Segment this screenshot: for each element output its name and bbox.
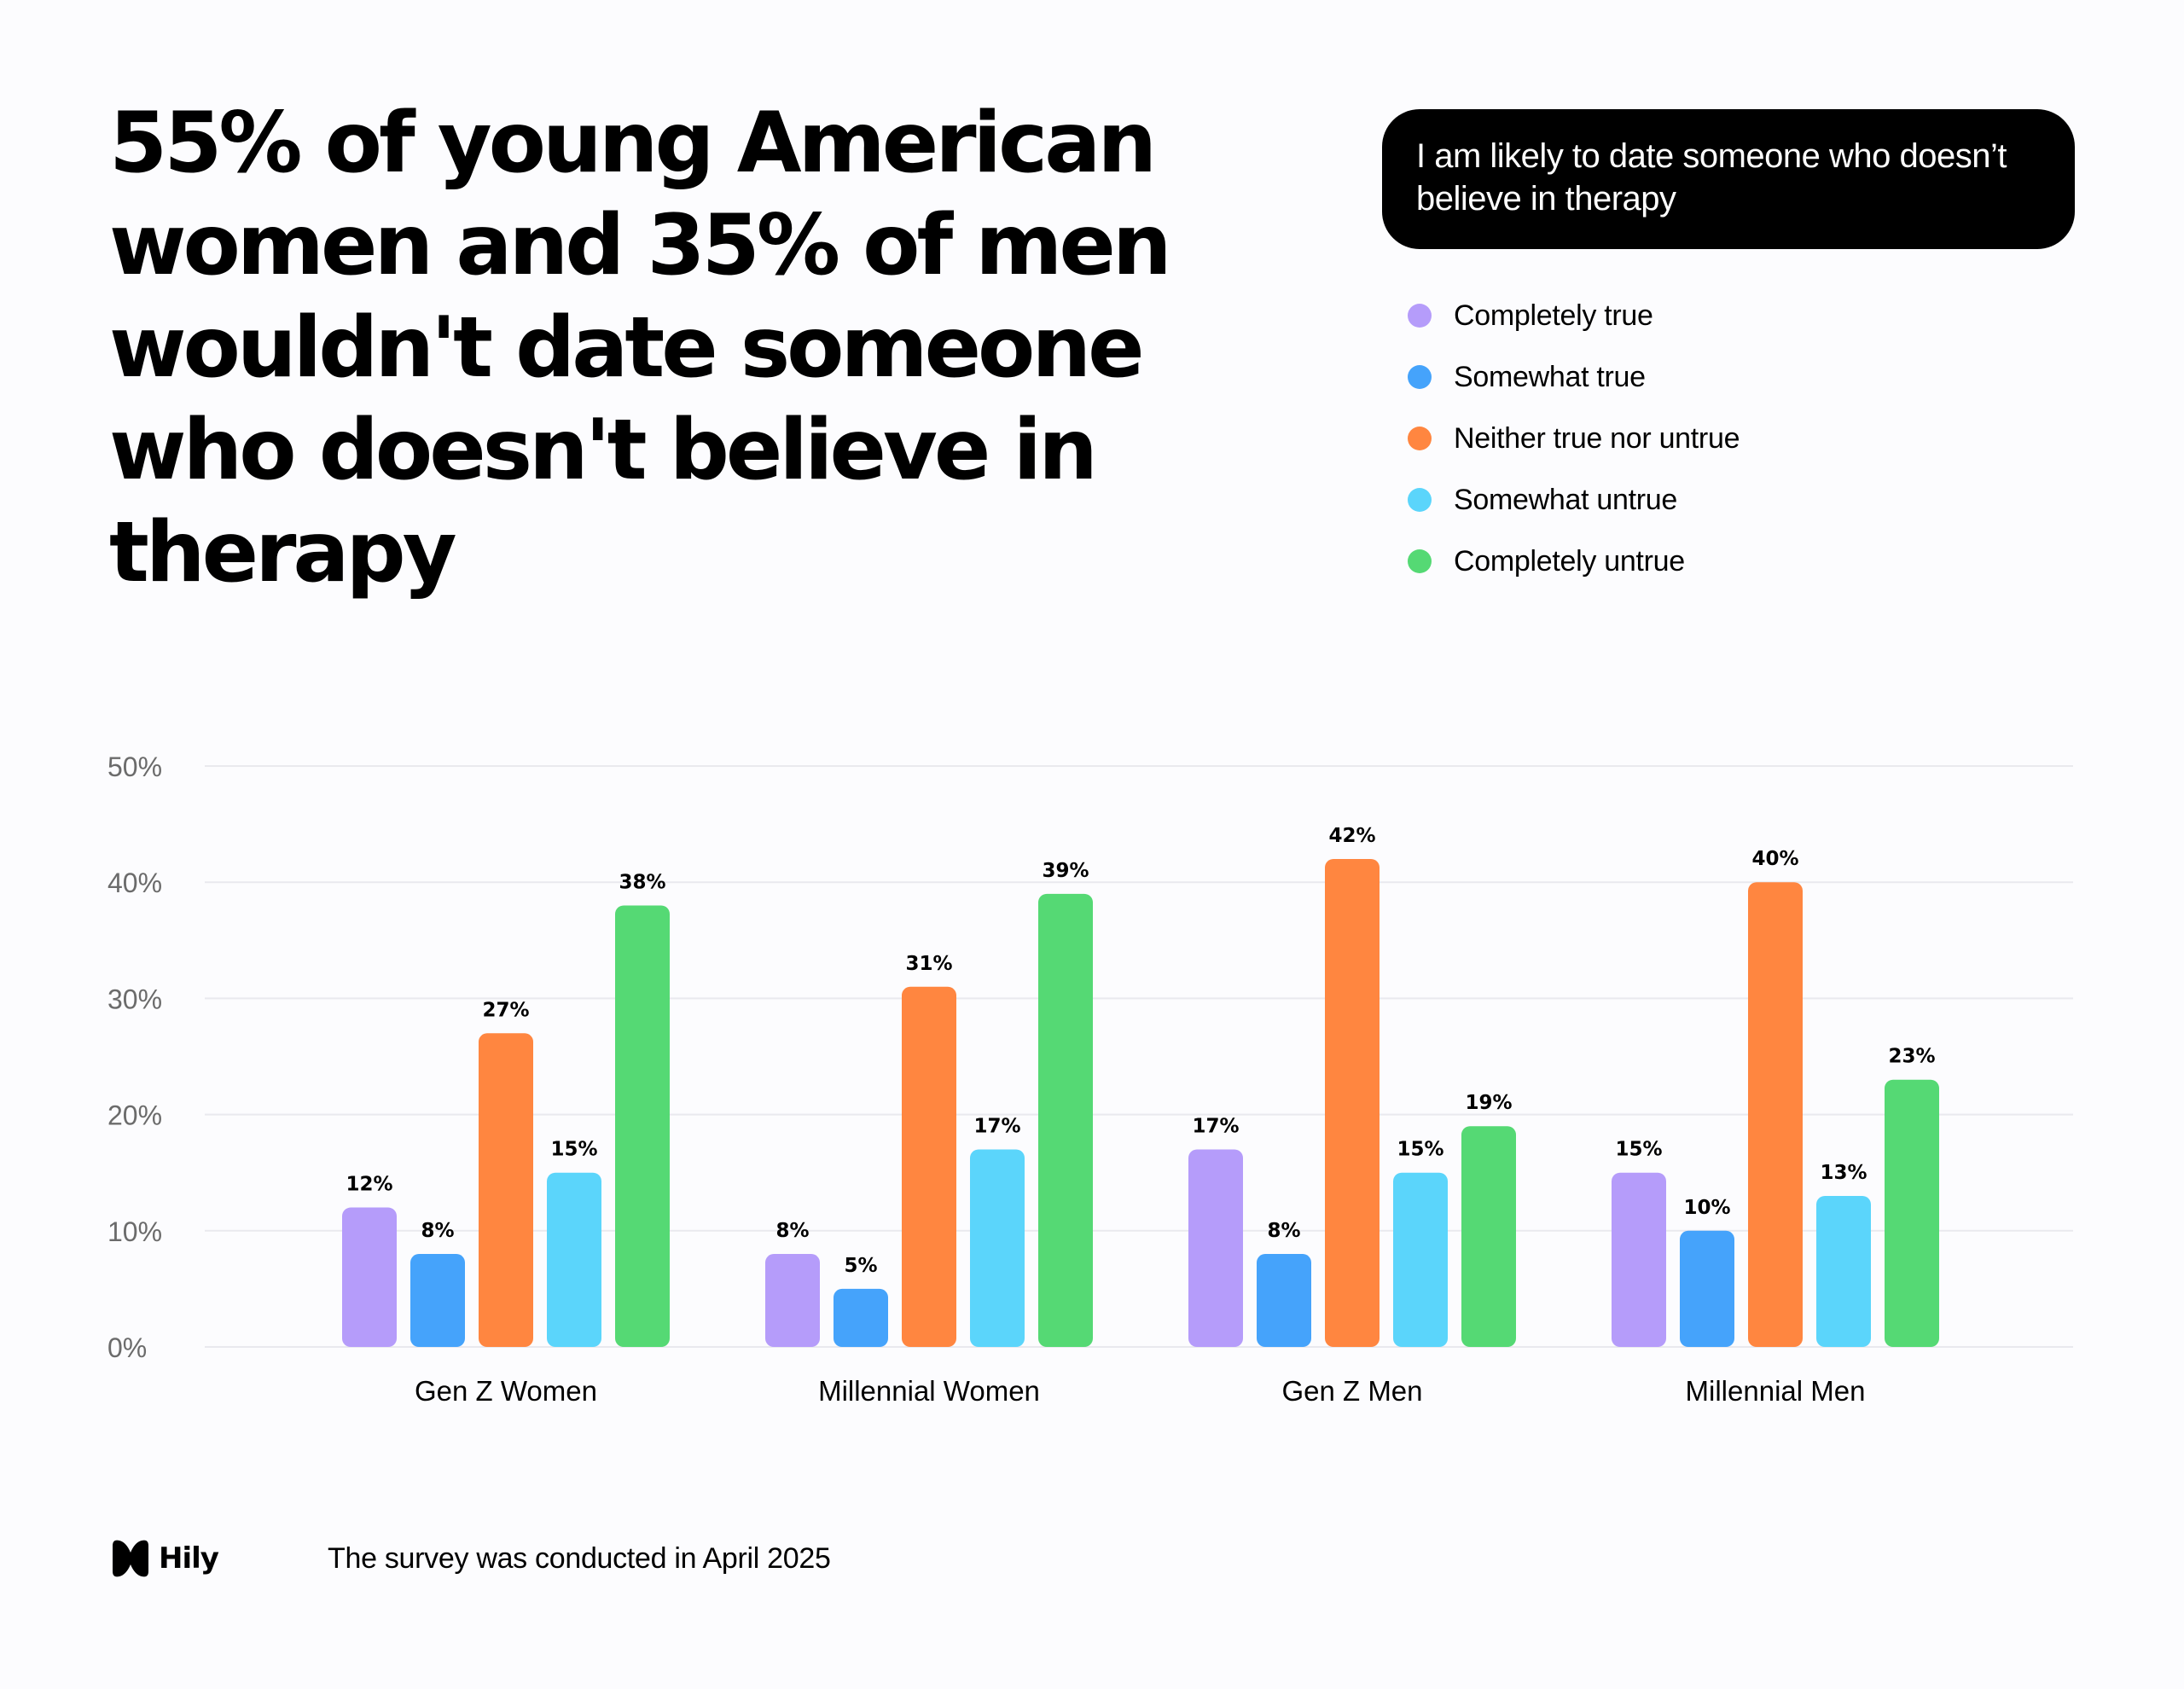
legend-label: Somewhat true: [1454, 360, 1646, 393]
data-label: 40%: [1751, 848, 1798, 870]
data-label: 15%: [1397, 1139, 1443, 1161]
legend-swatch: [1408, 549, 1432, 573]
data-label: 8%: [775, 1220, 809, 1242]
x-category-label: Millennial Men: [1686, 1375, 1866, 1407]
data-label: 15%: [550, 1139, 597, 1161]
data-label: 13%: [1820, 1162, 1867, 1184]
y-tick-label: 0%: [107, 1332, 147, 1363]
bar: [1612, 1172, 1666, 1347]
chart-question-box: I am likely to date someone who doesn’t …: [1382, 109, 2075, 249]
legend-item: Neither true nor untrue: [1408, 408, 1740, 469]
bar: [547, 1172, 601, 1347]
hily-logo-icon: [113, 1540, 148, 1577]
bar: [834, 1288, 888, 1347]
data-label: 42%: [1328, 825, 1375, 847]
legend-label: Completely untrue: [1454, 544, 1685, 578]
data-label: 8%: [421, 1220, 454, 1242]
y-tick-label: 40%: [107, 868, 162, 898]
bar: [342, 1207, 397, 1347]
y-tick-label: 10%: [107, 1216, 162, 1247]
data-label: 12%: [346, 1174, 392, 1196]
bar: [1188, 1149, 1243, 1347]
bar: [902, 986, 956, 1347]
legend-item: Completely true: [1408, 285, 1740, 346]
bar: [410, 1254, 465, 1347]
bar: [1257, 1254, 1311, 1347]
bar: [479, 1033, 533, 1347]
legend: Completely true Somewhat true Neither true…: [1408, 285, 1740, 592]
data-label: 23%: [1888, 1046, 1935, 1068]
y-tick-label: 20%: [107, 1100, 162, 1131]
legend-label: Completely true: [1454, 299, 1653, 332]
data-label: 39%: [1042, 860, 1089, 882]
legend-label: Somewhat untrue: [1454, 483, 1677, 516]
bar: [1325, 858, 1380, 1347]
bar: [1038, 893, 1093, 1347]
bar: [615, 905, 670, 1347]
data-label: 27%: [482, 999, 529, 1021]
legend-swatch: [1408, 488, 1432, 512]
data-label: 10%: [1683, 1197, 1730, 1219]
headline: 55% of young American women and 35% of m…: [109, 95, 1172, 601]
legend-item: Somewhat true: [1408, 346, 1740, 408]
data-label: 15%: [1615, 1139, 1662, 1161]
y-tick-label: 50%: [107, 752, 162, 782]
legend-label: Neither true nor untrue: [1454, 421, 1740, 455]
bar-chart: 0% 10% 20% 30% 40% 50% 12% 8% 27% 15% 38% Gen Z Wom…: [107, 752, 2073, 1407]
y-tick-label: 30%: [107, 984, 162, 1014]
x-category-label: Gen Z Men: [1281, 1375, 1422, 1407]
data-label: 17%: [1192, 1115, 1239, 1137]
bar: [970, 1149, 1025, 1347]
bar: [1461, 1126, 1516, 1347]
data-label: 38%: [619, 871, 665, 893]
bar: [765, 1254, 820, 1347]
legend-swatch: [1408, 365, 1432, 389]
legend-item: Somewhat untrue: [1408, 469, 1740, 531]
brand-logo: Hily: [109, 1537, 219, 1580]
data-label: 5%: [844, 1255, 877, 1277]
bar: [1393, 1172, 1448, 1347]
data-label: 19%: [1465, 1092, 1512, 1114]
bar: [1680, 1230, 1734, 1347]
legend-item: Completely untrue: [1408, 531, 1740, 592]
data-label: 8%: [1267, 1220, 1300, 1242]
bar: [1816, 1195, 1871, 1347]
bar: [1748, 882, 1803, 1347]
survey-note: The survey was conducted in April 2025: [328, 1542, 831, 1575]
legend-swatch: [1408, 304, 1432, 328]
legend-swatch: [1408, 427, 1432, 450]
chart-question: I am likely to date someone who doesn’t …: [1416, 137, 2007, 218]
brand-name: Hily: [159, 1541, 219, 1576]
data-label: 17%: [973, 1115, 1020, 1137]
x-category-label: Millennial Women: [818, 1375, 1040, 1407]
bar: [1885, 1079, 1939, 1347]
x-category-label: Gen Z Women: [415, 1375, 597, 1407]
data-label: 31%: [905, 953, 952, 975]
